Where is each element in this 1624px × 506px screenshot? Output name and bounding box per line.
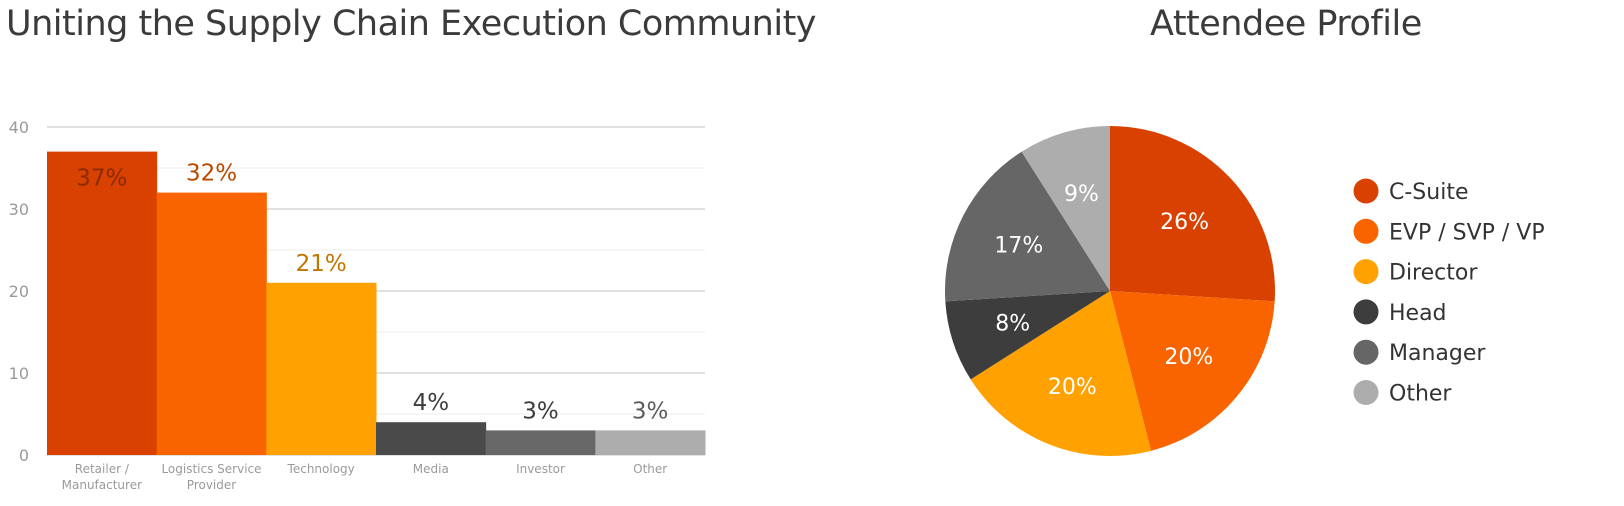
bar-chart-title: Uniting the Supply Chain Execution Commu… (6, 4, 817, 44)
pie-chart: 26% 20% 20% 8% 17% 9% (945, 126, 1275, 457)
legend-swatch (1353, 218, 1379, 244)
legend-swatch (1353, 380, 1379, 405)
x-tick-label: Media (413, 462, 449, 476)
legend-label: C-Suite (1389, 180, 1468, 205)
bar-data-label: 3% (632, 398, 669, 424)
pie-slice (945, 151, 1110, 302)
pie-slice-label: 20% (1164, 345, 1213, 370)
pie-slice (1021, 126, 1110, 291)
bar-chart-y-axis: 0 10 20 30 40 (9, 118, 29, 465)
pie-slice (1110, 126, 1275, 302)
pie-slice-label: 17% (994, 234, 1043, 259)
bar (485, 430, 596, 455)
pie-slice-label: 20% (1048, 375, 1097, 400)
pie-slice-label: 8% (995, 312, 1030, 337)
x-tick-label: Logistics Service Provider (161, 462, 261, 492)
bar-data-label: 32% (186, 161, 237, 187)
pie-chart-title: Attendee Profile (1150, 4, 1422, 44)
bar (47, 151, 158, 455)
pie-slice (1110, 291, 1275, 451)
bar (376, 422, 487, 455)
pie-chart-legend: C-Suite EVP / SVP / VP Director Head Manager… (1353, 178, 1545, 407)
pie-slice (945, 291, 1110, 380)
bar-chart-x-axis: Retailer / Manufacturer Logistics Service P… (62, 462, 668, 492)
legend-label: Other (1389, 382, 1452, 407)
bar-chart-bars: 37% 32% 21% 4% 3% 3% (47, 151, 706, 455)
y-tick-label: 40 (9, 118, 29, 137)
legend-swatch (1353, 339, 1379, 365)
bar-data-label: 21% (296, 251, 347, 277)
bar (595, 430, 706, 455)
x-tick-label: Other (633, 462, 667, 476)
y-tick-label: 0 (19, 446, 29, 465)
bar-data-label: 3% (522, 398, 559, 424)
y-tick-label: 20 (9, 282, 29, 301)
legend-swatch (1353, 259, 1379, 285)
x-tick-label: Technology (287, 462, 355, 476)
pie-slice-label: 9% (1064, 182, 1099, 207)
bar-data-label: 37% (76, 166, 127, 192)
x-tick-label: Retailer / Manufacturer (62, 462, 142, 492)
bar (156, 192, 267, 455)
legend-swatch (1353, 299, 1379, 325)
legend-swatch (1353, 178, 1379, 204)
legend-label: Director (1389, 261, 1478, 286)
legend-label: EVP / SVP / VP (1389, 220, 1545, 245)
x-tick-label: Investor (516, 462, 565, 476)
bar (266, 282, 377, 455)
pie-slice (970, 291, 1152, 457)
bar-data-label: 4% (413, 390, 450, 416)
legend-label: Head (1389, 301, 1447, 326)
y-tick-label: 10 (9, 364, 29, 383)
legend-label: Manager (1389, 341, 1486, 366)
y-tick-label: 30 (9, 200, 29, 219)
pie-slice-label: 26% (1160, 210, 1209, 235)
